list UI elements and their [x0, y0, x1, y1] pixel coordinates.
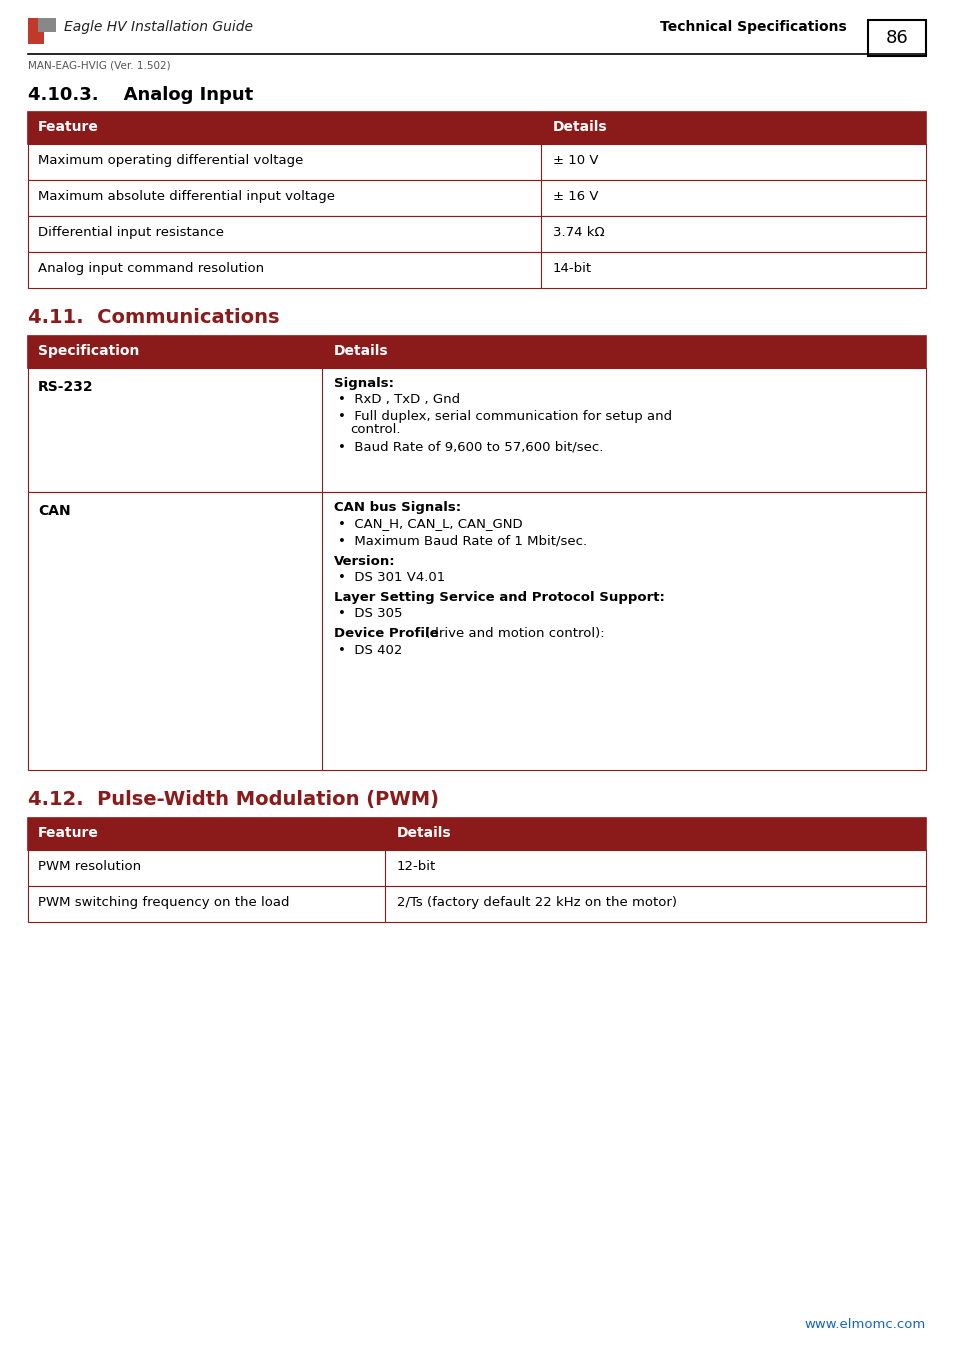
Text: •  DS 301 V4.01: • DS 301 V4.01 [337, 571, 445, 585]
Text: •  RxD , TxD , Gnd: • RxD , TxD , Gnd [337, 393, 459, 406]
Text: PWM switching frequency on the load: PWM switching frequency on the load [38, 896, 289, 909]
Text: Specification: Specification [38, 344, 139, 358]
Text: Maximum absolute differential input voltage: Maximum absolute differential input volt… [38, 190, 335, 202]
Text: •  DS 402: • DS 402 [337, 644, 402, 657]
Text: ± 10 V: ± 10 V [553, 154, 598, 167]
Text: 14-bit: 14-bit [553, 262, 592, 275]
Bar [28, 336, 925, 369]
Text: Details: Details [396, 826, 451, 840]
Text: 86: 86 [884, 28, 907, 47]
Text: RS-232: RS-232 [38, 379, 93, 394]
Bar [28, 491, 925, 770]
Bar [28, 886, 925, 922]
Text: Differential input resistance: Differential input resistance [38, 225, 224, 239]
Text: Details: Details [334, 344, 388, 358]
Text: 2/Ts (factory default 22 kHz on the motor): 2/Ts (factory default 22 kHz on the moto… [396, 896, 677, 909]
Text: Signals:: Signals: [334, 377, 394, 390]
Text: •  Full duplex, serial communication for setup and: • Full duplex, serial communication for … [337, 410, 672, 423]
Bar [28, 180, 925, 216]
Text: CAN: CAN [38, 504, 71, 518]
Bar [38, 18, 56, 32]
Text: MAN-EAG-HVIG (Ver. 1.502): MAN-EAG-HVIG (Ver. 1.502) [28, 59, 171, 70]
Bar [28, 252, 925, 288]
Bar [28, 144, 925, 180]
Text: 4.10.3.    Analog Input: 4.10.3. Analog Input [28, 86, 253, 104]
Text: 4.11.  Communications: 4.11. Communications [28, 308, 279, 327]
Text: 3.74 kΩ: 3.74 kΩ [553, 225, 604, 239]
Text: Feature: Feature [38, 826, 99, 840]
Text: 12-bit: 12-bit [396, 860, 436, 873]
Text: Layer Setting Service and Protocol Support:: Layer Setting Service and Protocol Suppo… [334, 591, 664, 603]
Text: PWM resolution: PWM resolution [38, 860, 141, 873]
Text: •  CAN_H, CAN_L, CAN_GND: • CAN_H, CAN_L, CAN_GND [337, 517, 522, 531]
Bar [28, 818, 925, 850]
Text: •  Maximum Baud Rate of 1 Mbit/sec.: • Maximum Baud Rate of 1 Mbit/sec. [337, 535, 586, 548]
Text: Feature: Feature [38, 120, 99, 134]
Text: Eagle HV Installation Guide: Eagle HV Installation Guide [64, 20, 253, 34]
Text: Technical Specifications: Technical Specifications [659, 20, 846, 34]
Bar [28, 850, 925, 886]
Text: •  Baud Rate of 9,600 to 57,600 bit/sec.: • Baud Rate of 9,600 to 57,600 bit/sec. [337, 440, 602, 454]
Bar [28, 18, 44, 45]
Text: ± 16 V: ± 16 V [553, 190, 598, 202]
Bar [867, 20, 925, 55]
Text: Details: Details [553, 120, 607, 134]
Bar [28, 216, 925, 252]
Text: Maximum operating differential voltage: Maximum operating differential voltage [38, 154, 303, 167]
Text: Device Profile: Device Profile [334, 626, 438, 640]
Bar [28, 369, 925, 491]
Text: (drive and motion control):: (drive and motion control): [420, 626, 604, 640]
Text: CAN bus Signals:: CAN bus Signals: [334, 501, 460, 514]
Text: Analog input command resolution: Analog input command resolution [38, 262, 264, 275]
Text: control.: control. [350, 423, 400, 436]
Text: www.elmomc.com: www.elmomc.com [804, 1318, 925, 1331]
Bar [28, 112, 925, 144]
Text: Version:: Version: [334, 555, 395, 568]
Text: 4.12.  Pulse-Width Modulation (PWM): 4.12. Pulse-Width Modulation (PWM) [28, 790, 438, 809]
Text: •  DS 305: • DS 305 [337, 608, 402, 620]
